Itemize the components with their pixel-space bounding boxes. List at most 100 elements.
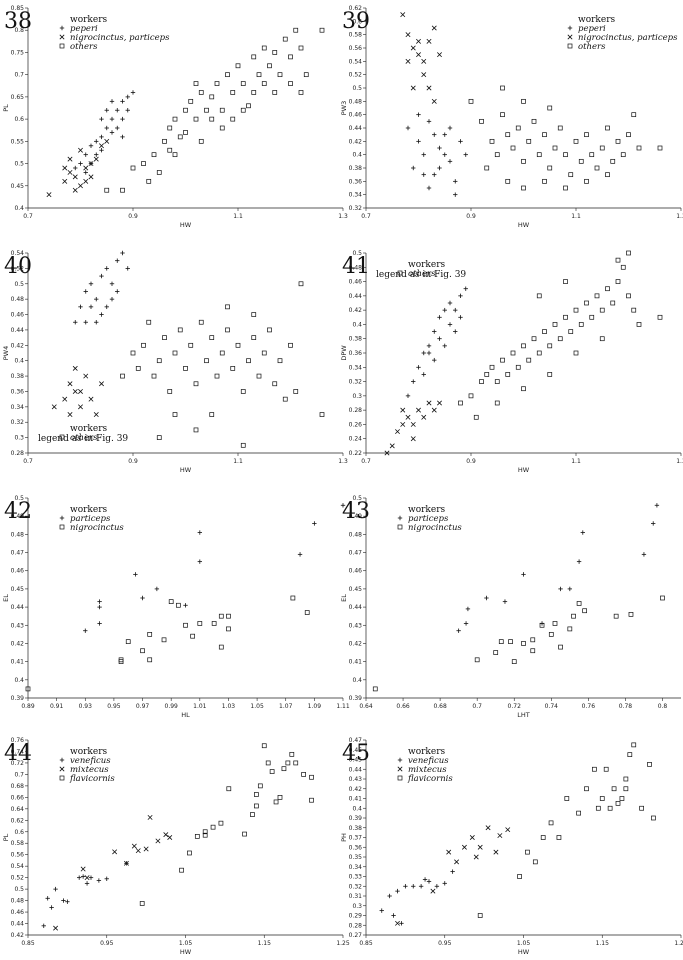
data-point xyxy=(240,107,246,113)
y-tick-label: 0.3 xyxy=(14,435,24,442)
x-tick-label: 0.8 xyxy=(658,703,668,710)
data-point xyxy=(167,835,173,840)
data-point xyxy=(88,161,94,167)
data-point xyxy=(463,621,469,626)
data-point xyxy=(530,648,536,654)
data-point xyxy=(526,357,532,363)
x-tick-label: 0.93 xyxy=(79,703,93,710)
data-point xyxy=(135,848,141,854)
data-point xyxy=(526,138,532,144)
legend-label: veneficus xyxy=(70,756,111,766)
y-tick-label: 0.28 xyxy=(349,922,363,929)
x-tick-label: 0.66 xyxy=(396,703,410,710)
y-tick-label: 0.4 xyxy=(352,805,362,812)
data-point xyxy=(226,786,232,792)
data-point xyxy=(289,751,295,757)
data-point xyxy=(256,72,262,78)
y-tick-label: 0.45 xyxy=(349,757,363,764)
x-tick-label: 0.9 xyxy=(128,458,138,465)
x-tick-label: 0.76 xyxy=(582,703,596,710)
data-point xyxy=(125,639,131,644)
data-point xyxy=(442,132,447,137)
data-point xyxy=(474,657,480,663)
data-point xyxy=(463,286,468,291)
data-point xyxy=(298,90,304,95)
data-point xyxy=(437,165,442,171)
x-tick-label: 0.7 xyxy=(472,703,482,710)
data-point xyxy=(552,145,558,151)
data-point xyxy=(530,637,536,643)
data-point xyxy=(88,174,94,180)
data-point xyxy=(193,381,199,387)
data-point xyxy=(277,72,283,78)
data-point xyxy=(80,874,86,879)
data-point xyxy=(411,165,416,171)
data-point xyxy=(131,843,137,849)
data-point xyxy=(298,281,304,287)
data-point xyxy=(67,169,73,175)
y-tick-label: 0.3 xyxy=(352,903,362,910)
y-tick-label: 0.68 xyxy=(11,783,25,790)
x-tick-label: 1.05 xyxy=(179,940,193,947)
data-point xyxy=(447,300,453,306)
data-point xyxy=(400,421,406,427)
y-tick-label: 0.8 xyxy=(14,27,24,34)
data-point xyxy=(469,835,475,840)
data-point xyxy=(225,327,230,333)
data-point xyxy=(83,289,88,294)
data-point xyxy=(548,632,554,637)
data-point xyxy=(410,85,416,91)
y-tick-label: 0.45 xyxy=(11,183,25,190)
data-point xyxy=(584,300,589,306)
y-axis-label: PW3 xyxy=(340,101,348,115)
data-point xyxy=(563,314,568,320)
x-tick-label: 0.91 xyxy=(50,703,64,710)
data-point xyxy=(167,125,173,131)
data-point xyxy=(209,412,215,417)
y-tick-label: 0.58 xyxy=(11,840,25,847)
data-point xyxy=(410,45,416,51)
data-point xyxy=(395,429,400,435)
data-point xyxy=(571,613,576,619)
y-tick-label: 0.22 xyxy=(349,450,363,457)
data-point xyxy=(120,116,125,122)
data-point xyxy=(395,920,400,926)
data-point xyxy=(603,766,609,772)
y-tick-label: 0.46 xyxy=(349,112,363,119)
data-point xyxy=(240,389,246,394)
y-axis-label: PH xyxy=(340,833,348,842)
data-point xyxy=(230,366,236,371)
data-point xyxy=(104,266,109,271)
legend-label: mixtecus xyxy=(70,765,109,775)
data-point xyxy=(133,572,138,577)
data-point xyxy=(626,293,631,299)
legend-marker xyxy=(59,25,65,31)
data-point xyxy=(500,357,505,363)
y-tick-label: 0.24 xyxy=(349,436,363,443)
x-tick-label: 1.15 xyxy=(258,940,272,947)
data-point xyxy=(281,766,287,772)
data-point xyxy=(267,63,272,69)
data-point xyxy=(130,165,136,171)
data-point xyxy=(209,116,215,122)
data-point xyxy=(484,372,490,377)
data-point xyxy=(623,786,629,792)
data-point xyxy=(426,119,432,124)
data-point xyxy=(240,81,246,86)
data-point xyxy=(605,125,610,131)
y-tick-label: 0.4 xyxy=(14,677,24,684)
data-point xyxy=(309,774,314,780)
y-tick-label: 0.44 xyxy=(349,293,363,300)
data-point xyxy=(521,572,526,577)
data-point xyxy=(84,881,90,886)
y-tick-label: 0.39 xyxy=(349,695,363,702)
data-point xyxy=(453,307,458,313)
data-point xyxy=(563,185,568,191)
y-tick-label: 0.32 xyxy=(349,379,363,386)
data-point xyxy=(631,307,637,313)
data-point xyxy=(251,90,257,95)
legend-note: legend as in Fig. 39 xyxy=(376,270,466,280)
data-point xyxy=(88,396,94,402)
data-point xyxy=(627,752,633,757)
